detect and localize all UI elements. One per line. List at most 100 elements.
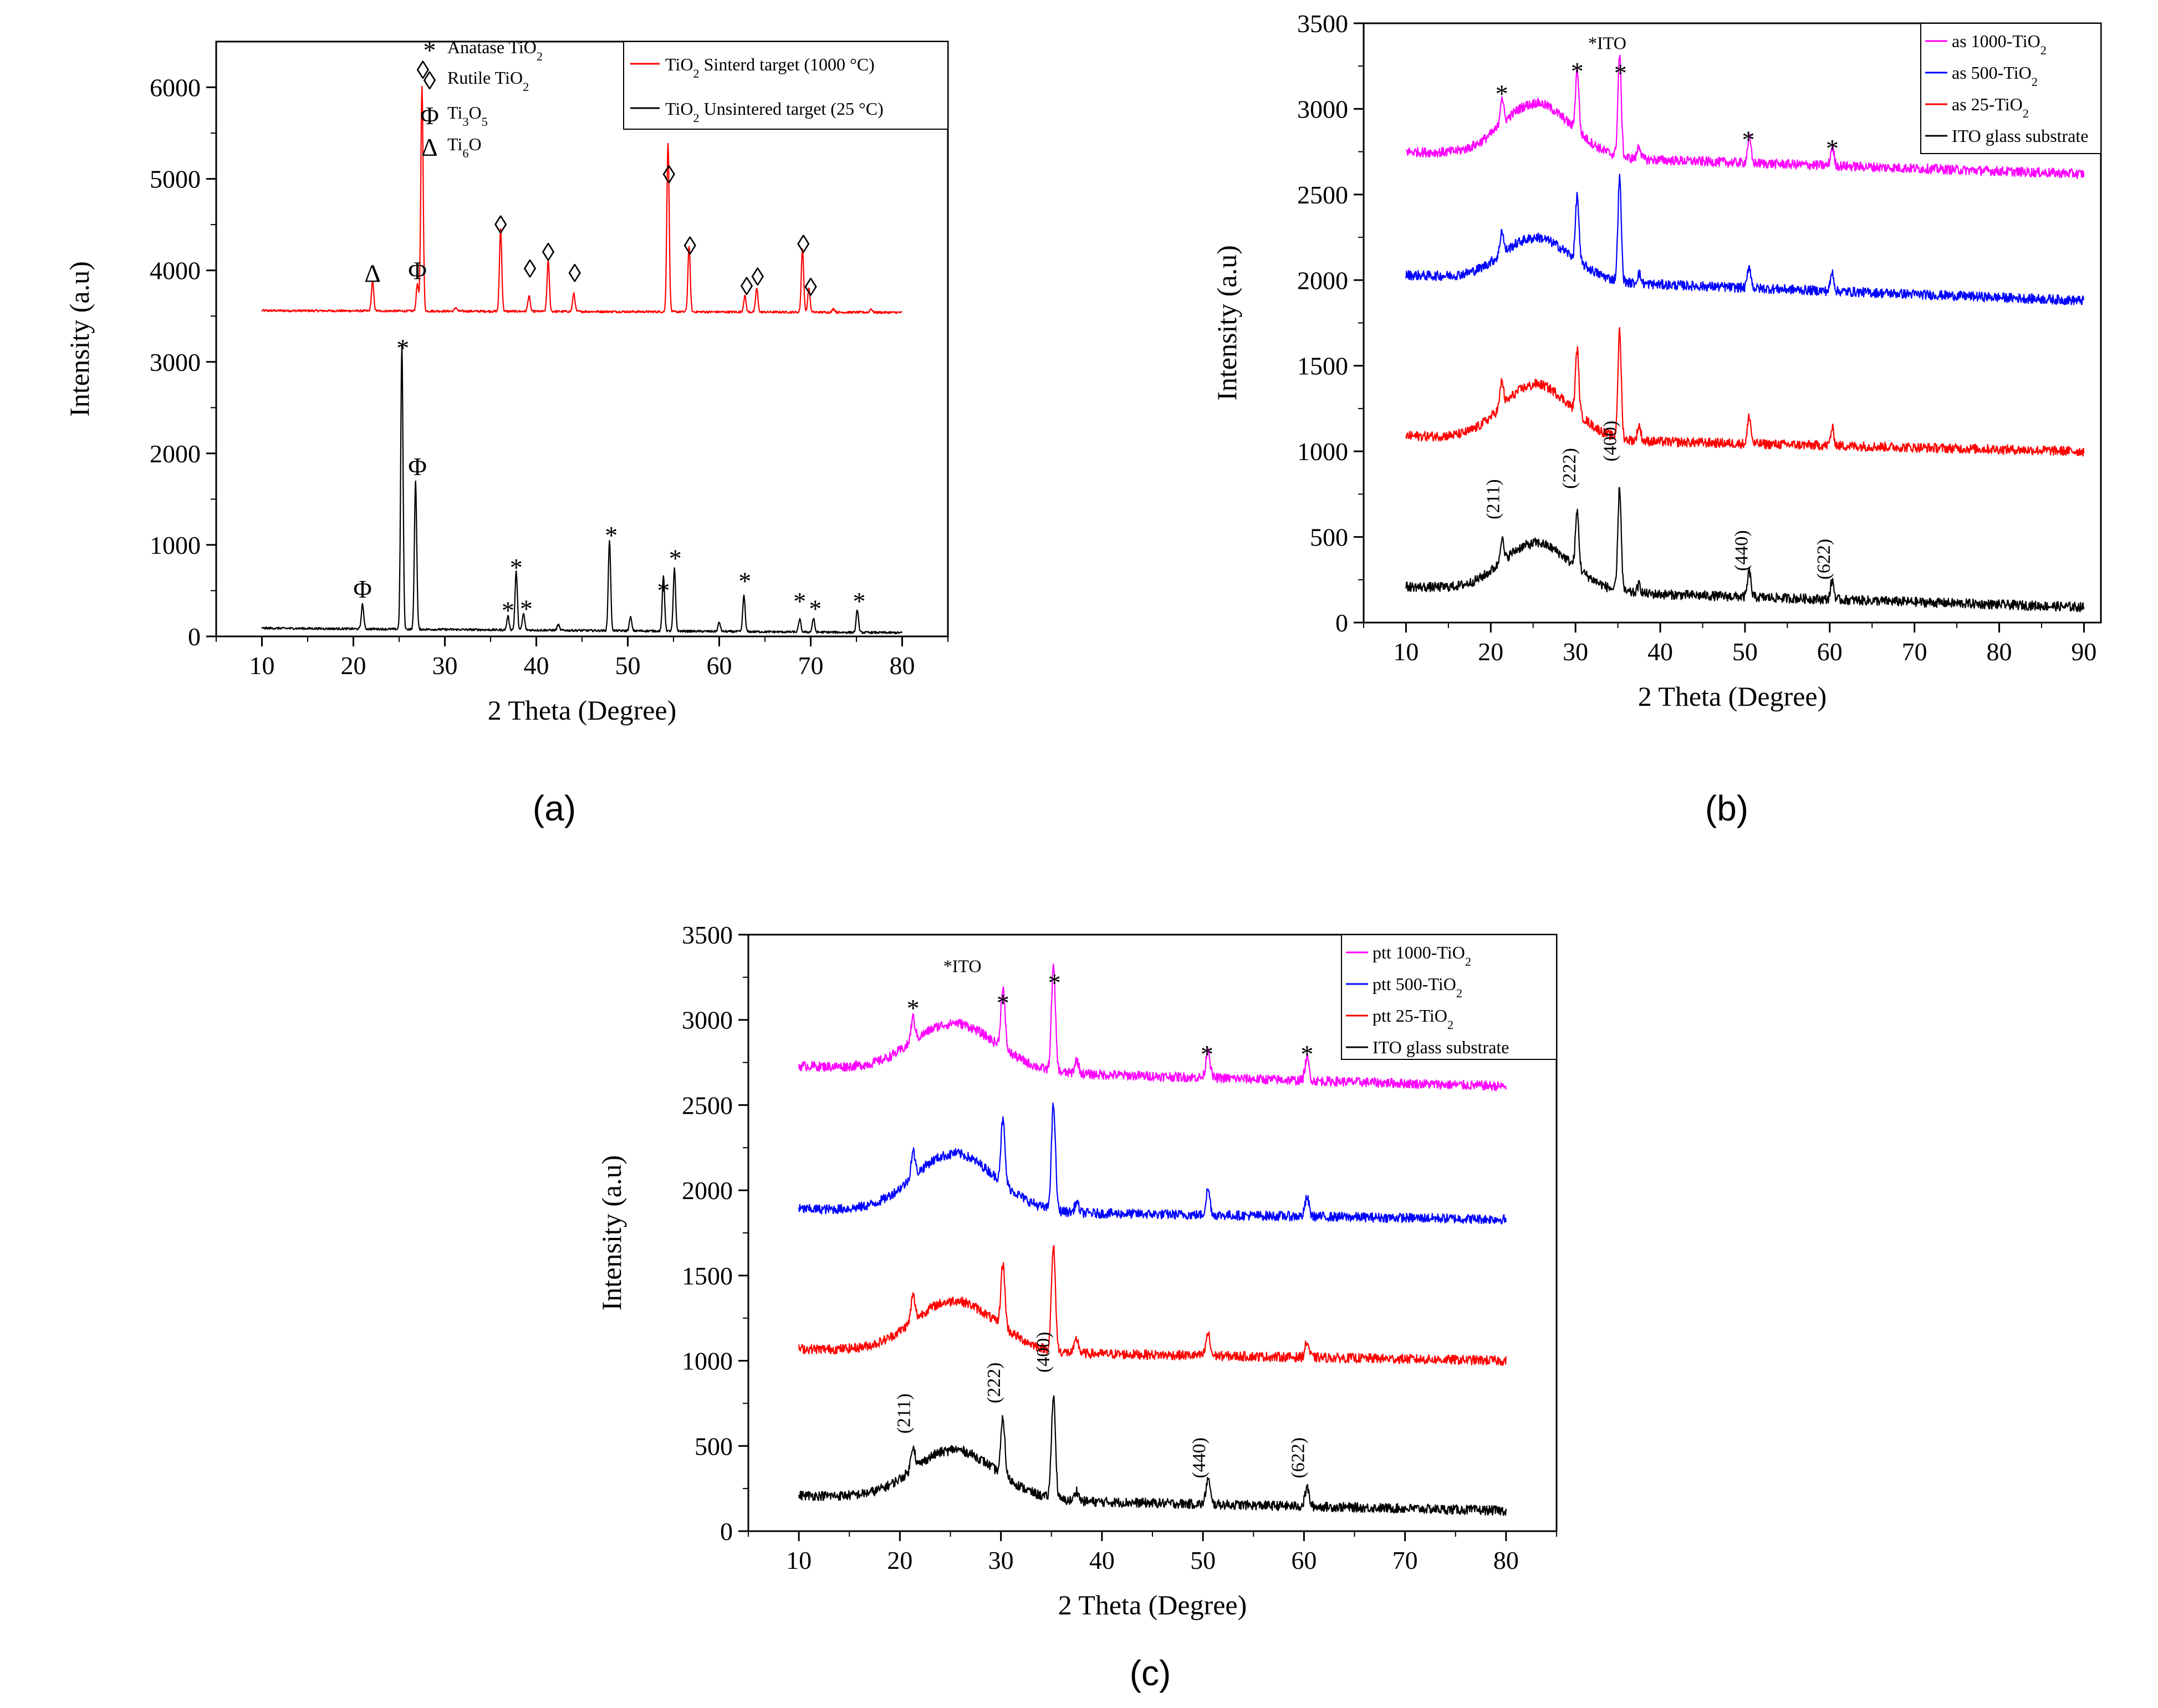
legend-label: TiO2 Sinterd target (1000 °C) — [665, 54, 875, 80]
peak-marker: * — [1614, 59, 1627, 87]
peak-marker: * — [907, 994, 920, 1022]
peak-marker: * — [1048, 968, 1061, 997]
peak-marker: * — [1496, 79, 1508, 108]
y-axis-title: Intensity (a.u) — [596, 1155, 627, 1311]
series-line-3 — [798, 1245, 1507, 1366]
peak-marker: * — [510, 553, 523, 582]
legend-label: ITO glass substrate — [1373, 1037, 1509, 1057]
peak-marker: ◊ — [751, 263, 764, 291]
panel-label: (c) — [1130, 1653, 1171, 1693]
peak-marker: * — [853, 587, 865, 615]
miller-index-label: (440) — [1189, 1437, 1210, 1478]
peak-marker: ◊ — [797, 230, 810, 258]
chart-panel-1: 10 20 30 40 50 60 70 80 0 1000 2000 3000 4000 5000 600… — [64, 36, 949, 828]
y-tick-label: 2000 — [682, 1176, 733, 1205]
phase-label: Anatase TiO2 — [447, 37, 543, 63]
peak-marker: ◊ — [662, 160, 675, 188]
y-tick-label: 4000 — [150, 257, 201, 285]
legend-box — [623, 41, 948, 130]
x-tick-label: 20 — [1478, 638, 1503, 666]
y-tick-label: 1000 — [150, 531, 201, 559]
x-tick-label: 50 — [1732, 638, 1758, 666]
peak-marker: * — [1300, 1040, 1313, 1068]
y-tick-label: 3000 — [1297, 95, 1348, 123]
legend-label: as 1000-TiO2 — [1952, 31, 2047, 57]
x-tick-label: 30 — [1563, 638, 1588, 666]
legend-box — [1920, 23, 2101, 154]
series-line-4 — [1405, 487, 2085, 613]
miller-index-label: (211) — [1483, 479, 1504, 519]
peak-marker: * — [520, 594, 533, 623]
peak-marker: ◊ — [568, 259, 581, 288]
peak-marker: * — [396, 334, 409, 362]
x-tick-label: 70 — [798, 651, 824, 680]
miller-index-label: (440) — [1732, 530, 1752, 571]
phase-symbol: ◊ — [424, 67, 436, 95]
series-line-3 — [1405, 327, 2085, 457]
series-line-1 — [798, 963, 1507, 1092]
y-tick-label: 2000 — [1297, 266, 1348, 294]
x-tick-label: 40 — [524, 651, 549, 680]
peak-marker: ◊ — [683, 232, 696, 260]
y-tick-label: 1500 — [682, 1262, 733, 1290]
y-axis-title: Intensity (a.u) — [1211, 245, 1242, 400]
peak-marker: Φ — [408, 452, 427, 481]
peak-marker: * — [1742, 126, 1755, 154]
y-tick-label: 0 — [188, 623, 201, 651]
y-axis-title: Intensity (a.u) — [64, 261, 95, 416]
x-axis-title: 2 Theta (Degree) — [488, 695, 677, 726]
series-line-1 — [1405, 54, 2085, 179]
x-tick-label: 60 — [1291, 1546, 1317, 1574]
peak-marker: * — [657, 576, 670, 604]
peak-marker: * — [793, 587, 806, 615]
peak-marker: Δ — [364, 259, 381, 288]
peak-marker: ◊ — [417, 56, 430, 84]
legend-label: TiO2 Unsintered target (25 °C) — [665, 99, 884, 125]
miller-index-label: (400) — [1600, 421, 1621, 462]
peak-marker: * — [502, 596, 514, 625]
peak-marker: * — [738, 567, 751, 595]
x-tick-label: 50 — [615, 651, 641, 680]
x-tick-label: 70 — [1902, 638, 1927, 666]
y-tick-label: 2500 — [682, 1091, 733, 1119]
phase-symbol: * — [424, 36, 436, 64]
peak-marker: * — [809, 594, 822, 623]
x-axis-title: 2 Theta (Degree) — [1638, 681, 1827, 712]
peak-marker: ◊ — [804, 273, 817, 301]
phase-label: Ti6O — [447, 134, 482, 160]
y-tick-label: 2500 — [1297, 181, 1348, 209]
peak-marker: * — [1571, 57, 1584, 85]
legend-label: as 500-TiO2 — [1952, 63, 2038, 89]
series-line-1 — [261, 85, 902, 314]
x-tick-label: 30 — [432, 651, 458, 680]
peak-marker: Φ — [408, 257, 427, 285]
x-tick-label: 10 — [249, 651, 275, 680]
y-tick-label: 3000 — [682, 1006, 733, 1034]
series-line-4 — [798, 1395, 1507, 1516]
phase-label: Ti3O5 — [447, 103, 488, 129]
x-tick-label: 20 — [341, 651, 366, 680]
y-tick-label: 6000 — [150, 74, 201, 102]
y-tick-label: 500 — [1310, 523, 1348, 552]
series-line-2 — [261, 344, 902, 635]
x-tick-label: 80 — [1987, 638, 2012, 666]
legend-label: ITO glass substrate — [1952, 126, 2088, 146]
panel-label: (b) — [1705, 788, 1748, 828]
chart-panel-3: 10 20 30 40 50 60 70 80 0 500 1000 1500 2000 2500 3000… — [596, 921, 1558, 1693]
peak-marker: * — [997, 989, 1009, 1017]
plot-frame — [215, 40, 949, 638]
y-tick-label: 1000 — [1297, 437, 1348, 466]
peak-marker: Φ — [353, 575, 372, 603]
ito-marker-label: *ITO — [943, 956, 982, 976]
y-tick-label: 0 — [720, 1517, 733, 1546]
y-tick-label: 3500 — [1297, 9, 1348, 38]
y-tick-label: 500 — [695, 1432, 733, 1460]
legend-label: ptt 1000-TiO2 — [1373, 942, 1471, 968]
x-tick-label: 70 — [1392, 1546, 1418, 1574]
legend-box — [1341, 934, 1557, 1060]
peak-marker: ◊ — [494, 211, 507, 239]
phase-symbol: Φ — [420, 101, 439, 130]
miller-index-label: (622) — [1814, 539, 1834, 580]
peak-marker: * — [1201, 1040, 1213, 1068]
